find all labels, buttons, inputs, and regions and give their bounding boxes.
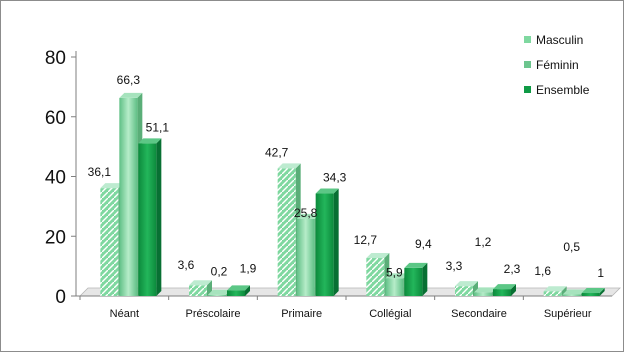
x-tick-label: Collégial (369, 308, 411, 320)
bar-side (511, 284, 516, 296)
legend-swatch (524, 36, 531, 43)
data-label: 1,2 (475, 235, 492, 249)
x-tick-label: Néant (110, 308, 139, 320)
bar-top (208, 289, 231, 295)
x-tick-label: Secondaire (451, 308, 507, 320)
data-label: 3,3 (446, 259, 463, 273)
bar (543, 291, 562, 296)
bar-top (543, 286, 567, 292)
bar-top (385, 273, 409, 279)
bar-side (333, 188, 339, 296)
bar-top (296, 213, 320, 219)
data-label: 36,1 (88, 165, 112, 179)
legend-label: Féminin (536, 58, 579, 72)
data-label: 2,3 (504, 262, 521, 276)
bar (404, 267, 423, 296)
bar-top (227, 285, 250, 291)
bar-top (119, 92, 143, 98)
data-label: 3,6 (178, 258, 195, 272)
data-label: 42,7 (265, 145, 289, 159)
legend-label: Masculin (536, 33, 583, 47)
y-tick-label: 20 (45, 227, 66, 248)
y-tick-label: 60 (45, 108, 66, 129)
bar (493, 289, 511, 296)
data-label: 66,3 (117, 73, 141, 87)
bar (189, 285, 207, 296)
bar-top (100, 183, 124, 189)
bar (581, 293, 600, 296)
bar (385, 278, 404, 296)
bar-top (366, 253, 390, 259)
bar-top (404, 262, 428, 268)
data-label: 1,9 (240, 261, 257, 275)
legend-swatch (524, 61, 531, 68)
y-tick-label: 40 (45, 168, 66, 189)
bar-side (422, 262, 428, 296)
bar (100, 188, 119, 296)
bar-side (561, 286, 567, 296)
bar (455, 286, 473, 296)
x-tick-label: Préscolaire (185, 308, 240, 320)
legend-swatch (524, 86, 531, 93)
x-tick-label: Supérieur (544, 308, 592, 320)
bar-top (277, 163, 301, 169)
data-label: 0,2 (211, 264, 228, 278)
bar (474, 292, 492, 296)
bar-top (455, 281, 478, 287)
bar (366, 258, 385, 296)
bar-top (581, 288, 605, 294)
legend: Masculin Féminin Ensemble (524, 33, 590, 97)
bar (315, 193, 334, 296)
bar (562, 294, 581, 296)
bar-top (562, 289, 586, 295)
bar-top (189, 280, 212, 286)
data-label: 25,8 (294, 206, 318, 220)
data-label: 12,7 (354, 233, 378, 247)
y-tick-label: 0 (55, 287, 66, 308)
bar (227, 290, 245, 296)
data-label: 51,1 (146, 120, 170, 134)
bar (296, 218, 315, 296)
legend-label: Ensemble (536, 83, 590, 97)
bar (138, 143, 157, 296)
data-label: 9,4 (415, 237, 432, 251)
x-tick-label: Primaire (281, 308, 322, 320)
data-label: 1,6 (534, 264, 551, 278)
bar-top (493, 284, 516, 290)
bar (119, 97, 138, 297)
bar-top (315, 188, 339, 194)
bar (208, 294, 226, 296)
bar-top (138, 138, 162, 144)
bar-side (599, 288, 605, 296)
data-label: 1 (597, 266, 604, 280)
bar-side (245, 285, 250, 296)
bar-top (474, 287, 497, 293)
bar (277, 168, 296, 296)
data-label: 34,3 (323, 171, 347, 185)
data-label: 5,9 (386, 265, 403, 279)
data-label: 0,5 (563, 240, 580, 254)
bar-side (156, 138, 162, 296)
y-tick-label: 80 (45, 48, 66, 69)
